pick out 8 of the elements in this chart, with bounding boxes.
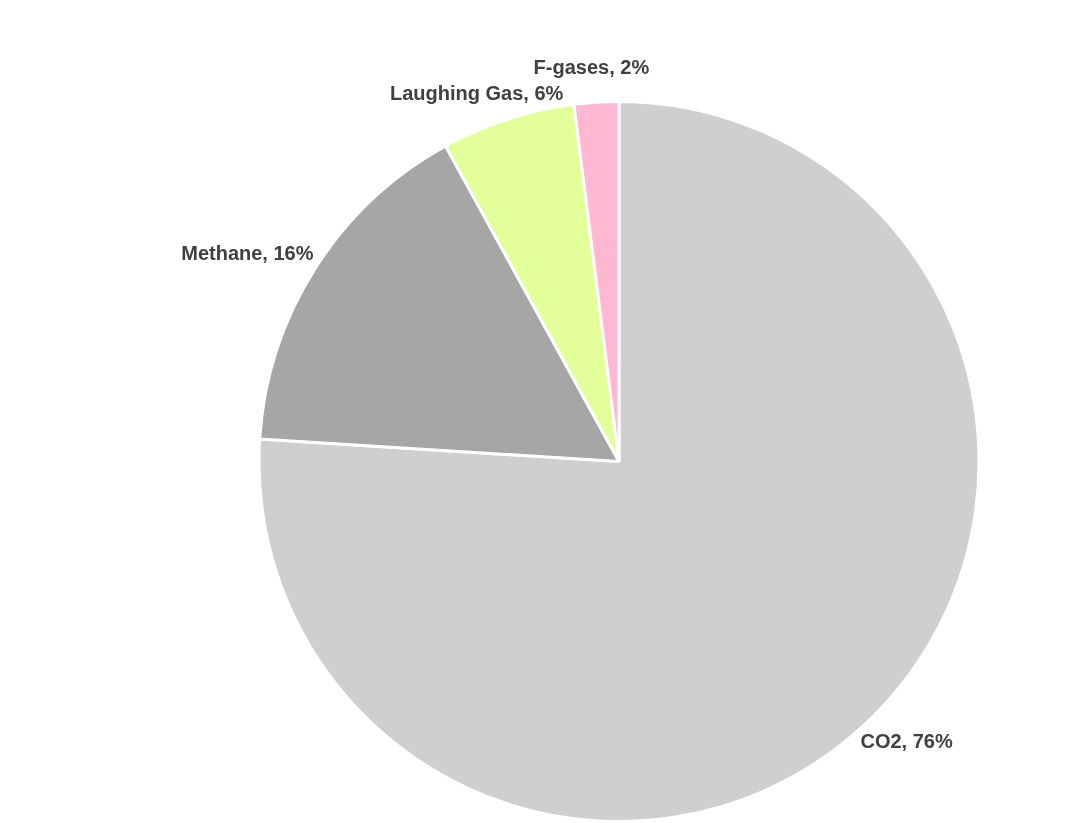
- data-label: , 16%: [262, 242, 314, 265]
- data-label: , 76%: [901, 730, 953, 753]
- data-label: , 2%: [609, 55, 650, 78]
- slice-label: Laughing Gas: [389, 81, 524, 104]
- slice-label: Methane: [181, 242, 263, 265]
- slice-label: CO2: [860, 730, 902, 753]
- slice-label: F-gases: [533, 55, 610, 78]
- data-label: , 6%: [523, 81, 564, 104]
